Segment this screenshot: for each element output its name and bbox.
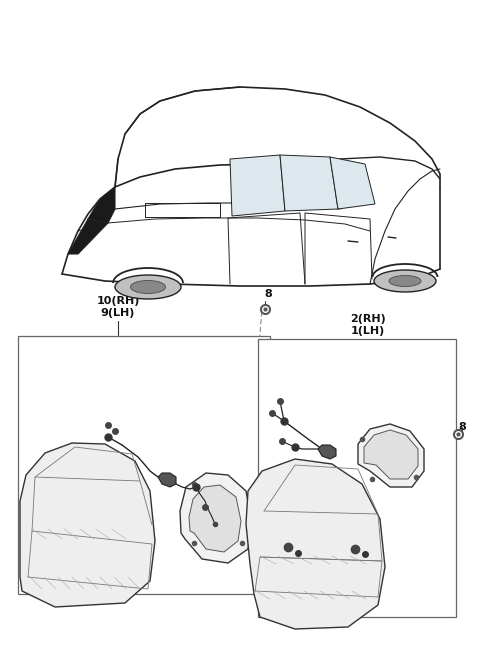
Text: 2(RH): 2(RH) — [350, 314, 386, 324]
Text: 13: 13 — [154, 374, 170, 384]
Polygon shape — [330, 157, 375, 209]
Text: 8: 8 — [458, 422, 466, 432]
Text: 12: 12 — [200, 344, 216, 354]
Text: 6: 6 — [391, 348, 399, 358]
Text: 10(RH): 10(RH) — [96, 296, 140, 306]
Polygon shape — [280, 155, 338, 211]
Ellipse shape — [131, 280, 166, 293]
Text: 7: 7 — [308, 396, 316, 406]
Text: 1(LH): 1(LH) — [351, 326, 385, 336]
Text: 11: 11 — [34, 406, 50, 416]
Text: 8: 8 — [264, 289, 272, 299]
Polygon shape — [68, 219, 108, 254]
Polygon shape — [180, 473, 252, 563]
Ellipse shape — [115, 275, 181, 299]
Text: 5: 5 — [188, 416, 196, 426]
Text: 9(LH): 9(LH) — [101, 308, 135, 318]
Text: 4: 4 — [364, 546, 372, 556]
Ellipse shape — [389, 275, 421, 286]
Polygon shape — [364, 430, 418, 479]
Text: 3: 3 — [294, 552, 302, 562]
Bar — [258, 339, 456, 617]
Bar — [18, 336, 270, 594]
Polygon shape — [158, 473, 176, 487]
Polygon shape — [20, 443, 155, 607]
Polygon shape — [189, 485, 241, 552]
Polygon shape — [88, 187, 115, 223]
Polygon shape — [358, 424, 424, 487]
Polygon shape — [230, 155, 285, 216]
Ellipse shape — [374, 270, 436, 292]
Polygon shape — [318, 445, 336, 459]
Text: 5: 5 — [282, 426, 290, 436]
Polygon shape — [246, 459, 385, 629]
